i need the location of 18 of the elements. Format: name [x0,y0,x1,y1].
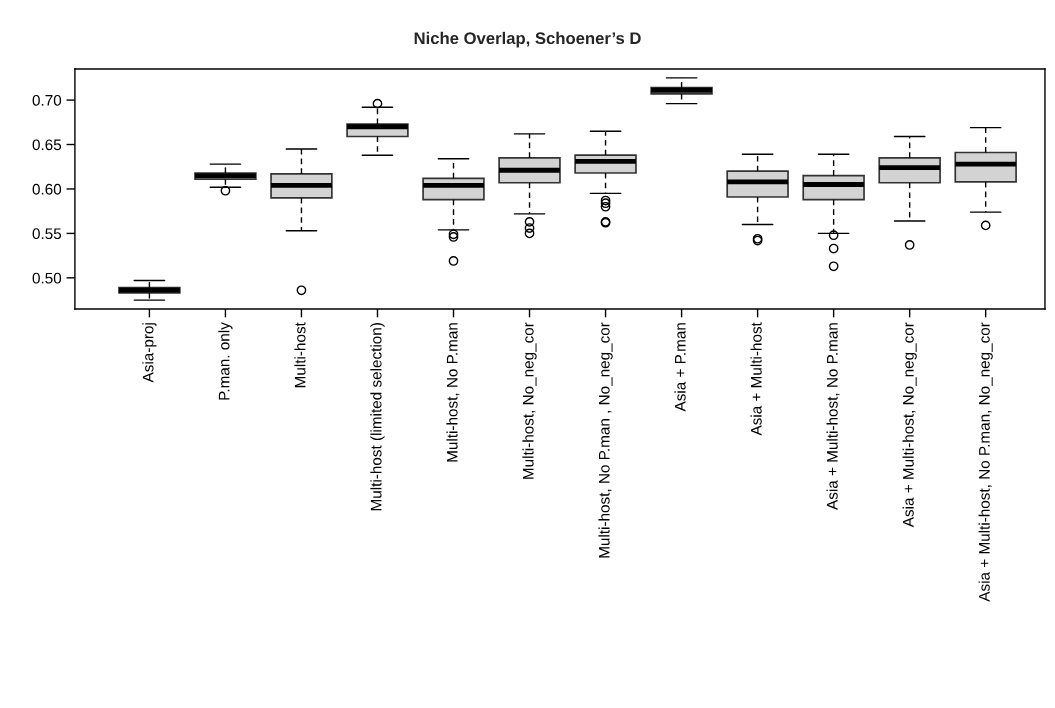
x-tick-label: Asia-proj [142,323,157,383]
x-tick-label: Multi-host, No P.man [446,323,460,462]
x-tick-label: Asia + Multi-host, No P.man, No_neg_cor [978,322,993,602]
y-tick-label: 0.70 [32,94,62,106]
x-tick-label: Multi-host [294,322,306,388]
chart-title: Niche Overlap, Schoener’s D [414,31,641,48]
y-tick-label: 0.60 [32,183,62,195]
x-tick-label: Asia + Multi-host, No_neg_cor [902,322,917,528]
x-tick-label: Multi-host (limited selection) [370,323,385,511]
y-tick-label: 0.50 [32,272,62,284]
y-tick-label: 0.55 [32,228,62,240]
y-tick-label: 0.65 [32,139,62,151]
x-tick-label: Multi-host, No P.man , No_neg_cor [598,322,613,558]
x-tick-label: Asia + P.man [674,323,686,412]
x-tick-label: Asia + Multi-host [750,322,762,436]
x-tick-label: Multi-host, No_neg_cor [522,322,537,479]
x-tick-label: Asia + Multi-host, No P.man [826,323,840,510]
x-tick-label: P.man. only [218,322,233,400]
